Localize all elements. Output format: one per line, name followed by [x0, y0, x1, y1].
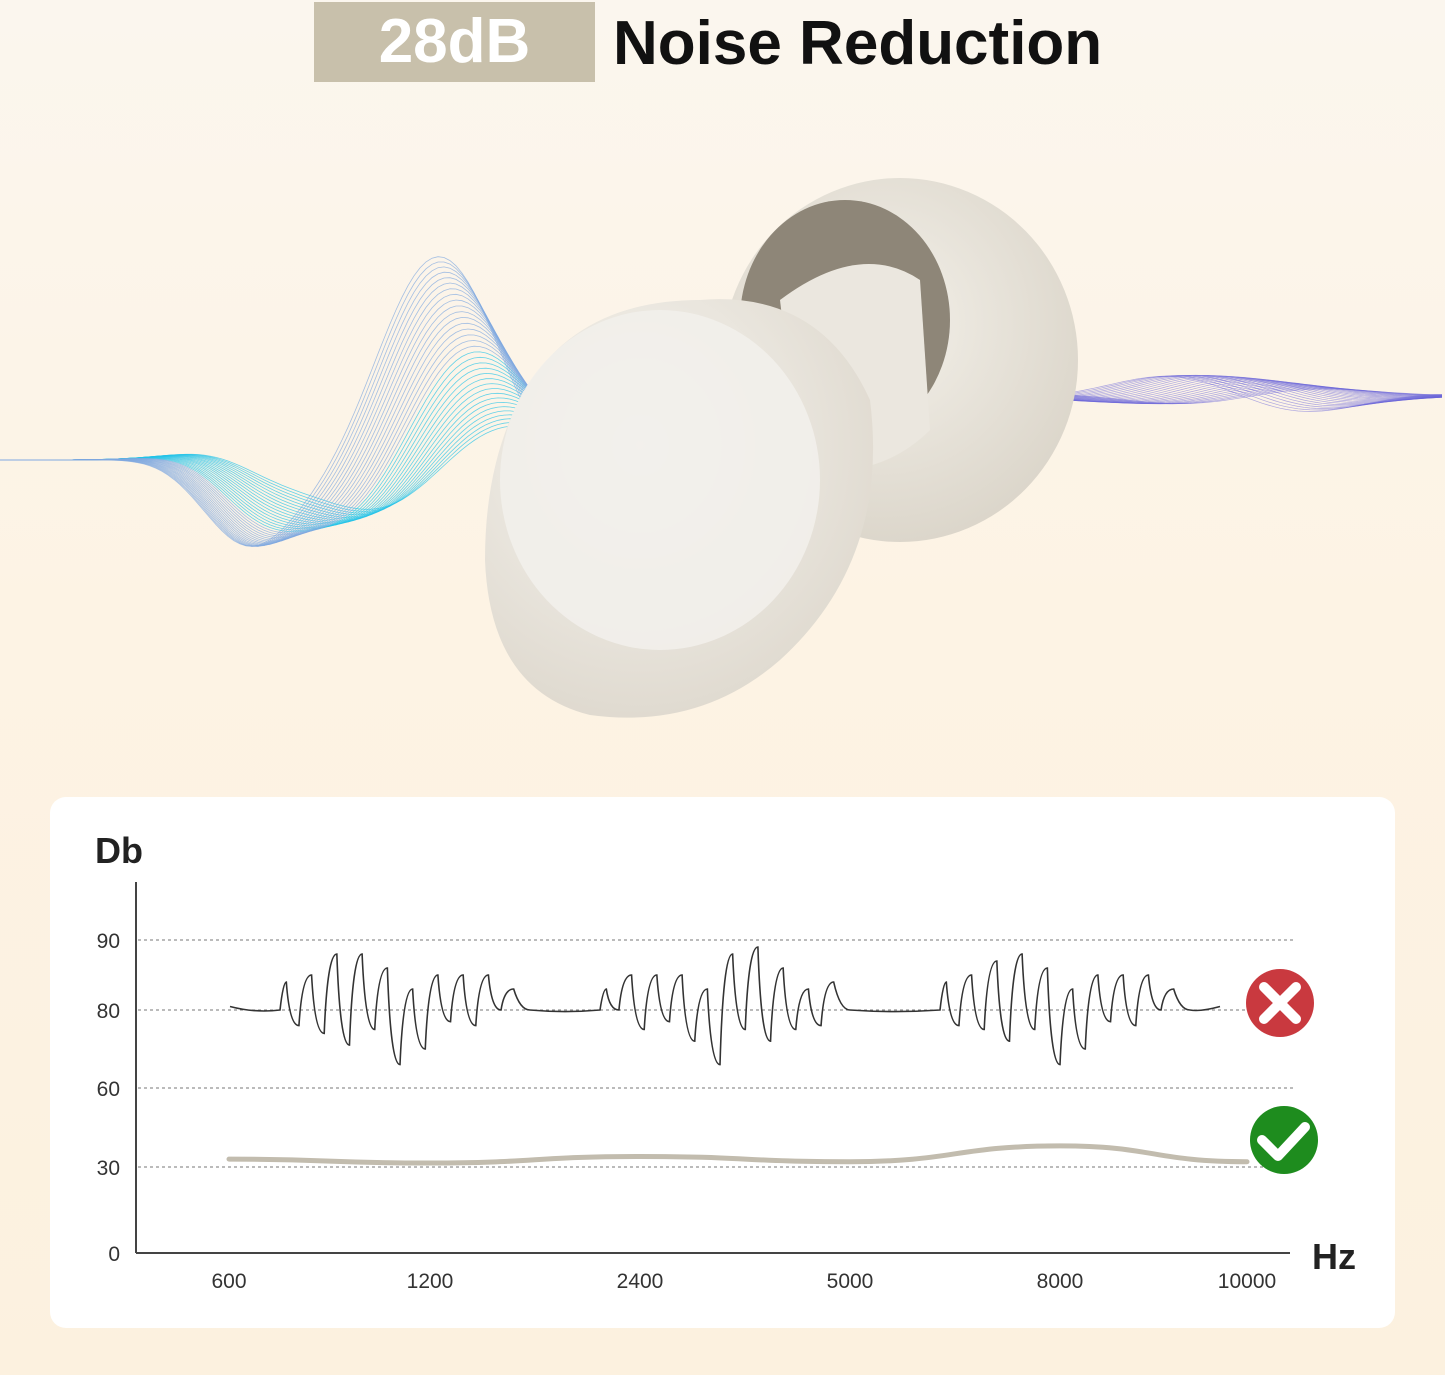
earplug	[485, 178, 1078, 718]
wave-strand	[1069, 375, 1443, 412]
y-axis-title: Db	[95, 830, 143, 871]
x-tick-label: 8000	[1037, 1270, 1084, 1293]
wave-strand	[1069, 375, 1443, 409]
x-axis-title: Hz	[1312, 1236, 1356, 1277]
y-tick-label: 30	[97, 1157, 120, 1180]
wave-strand	[1069, 376, 1443, 402]
y-tick-label: 80	[97, 1000, 120, 1023]
page-title: Noise Reduction	[613, 9, 1103, 78]
x-tick-label: 2400	[617, 1270, 664, 1293]
wave-strand	[1069, 380, 1443, 403]
reduced-series-line	[226, 1143, 1250, 1166]
x-tick-label: 600	[211, 1270, 246, 1293]
y-tick-label: 60	[97, 1078, 120, 1101]
wave-strand	[1069, 379, 1443, 403]
reduced-sound-wave	[1069, 374, 1443, 412]
chart-card: Db Hz 0 30 60 80 90 600 1200 2400 5000 8000 10000	[50, 797, 1395, 1328]
wave-strand	[1069, 376, 1443, 402]
noise-series-line	[229, 946, 1221, 1066]
y-tick-label: 90	[97, 930, 120, 953]
x-tick-label: 1200	[407, 1270, 454, 1293]
noise-reduction-badge: 28dB	[314, 2, 595, 82]
x-tick-label: 5000	[827, 1270, 874, 1293]
wave-strand	[1069, 375, 1443, 411]
check-circle-icon	[1250, 1106, 1318, 1174]
earplug-illustration	[0, 178, 1443, 718]
x-circle-icon	[1246, 969, 1314, 1037]
noise-chart: Db Hz 0 30 60 80 90 600 1200 2400 5000 8000 10000	[95, 830, 1356, 1293]
y-tick-label: 0	[108, 1243, 120, 1266]
x-tick-label: 10000	[1218, 1270, 1276, 1293]
